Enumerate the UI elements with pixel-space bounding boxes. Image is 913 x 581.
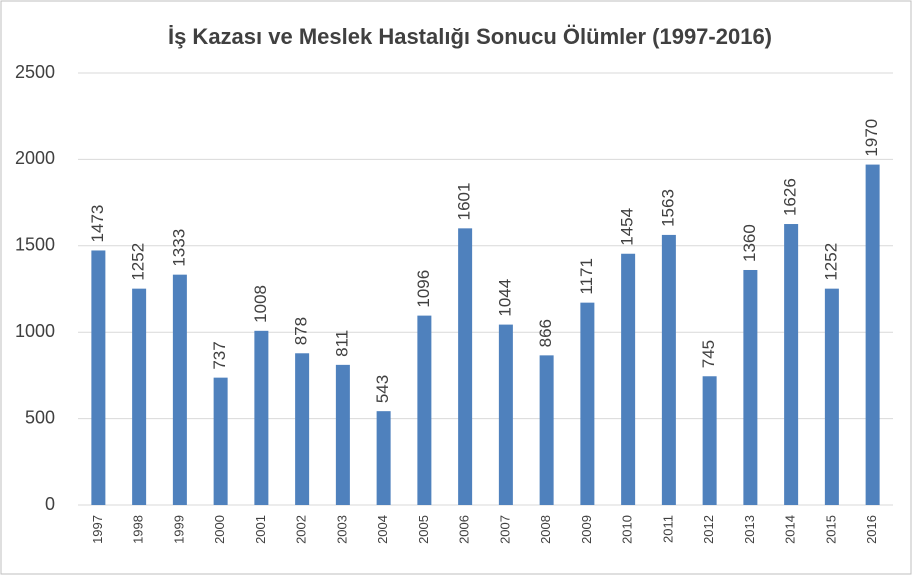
bar: [335, 364, 350, 505]
data-label: 1454: [618, 208, 637, 246]
bar: [213, 377, 228, 505]
data-label: 1096: [414, 270, 433, 308]
x-tick-label: 2010: [620, 515, 635, 544]
bar: [295, 353, 310, 505]
y-tick-label: 2000: [15, 148, 55, 168]
data-label: 866: [536, 319, 555, 347]
bar: [824, 288, 839, 505]
x-tick-label: 2009: [579, 515, 594, 544]
x-tick-label: 2003: [334, 515, 349, 544]
bar: [91, 250, 106, 505]
bar: [132, 288, 147, 505]
x-tick-label: 2001: [253, 515, 268, 544]
data-label: 1563: [658, 189, 677, 227]
bar: [539, 355, 554, 505]
data-label: 1626: [781, 178, 800, 216]
data-label: 811: [332, 330, 351, 357]
x-tick-label: 2012: [701, 515, 716, 544]
bar: [621, 253, 636, 505]
data-label: 1970: [862, 119, 881, 157]
x-tick-label: 2008: [538, 515, 553, 544]
data-label: 1360: [740, 224, 759, 262]
bar: [865, 164, 880, 506]
x-tick-label: 1997: [90, 515, 105, 544]
y-tick-label: 500: [25, 407, 55, 427]
x-tick-label: 2016: [864, 515, 879, 544]
y-tick-label: 1500: [15, 235, 55, 255]
x-tick-label: 2013: [742, 515, 757, 544]
x-tick-label: 2000: [212, 515, 227, 544]
bar: [580, 302, 595, 505]
data-label: 1008: [251, 285, 270, 323]
data-label: 1171: [577, 258, 596, 295]
bar: [172, 274, 187, 505]
data-label: 745: [699, 340, 718, 368]
x-tick-label: 2007: [497, 515, 512, 544]
bar: [743, 269, 758, 505]
y-tick-label: 2500: [15, 62, 55, 82]
x-tick-label: 2014: [783, 515, 798, 544]
data-label: 1252: [129, 243, 148, 281]
x-tick-label: 2004: [375, 515, 390, 544]
x-tick-label: 2005: [416, 515, 431, 544]
y-tick-label: 0: [45, 494, 55, 514]
data-label: 1473: [88, 205, 107, 243]
x-tick-label: 2015: [823, 515, 838, 544]
data-label: 878: [292, 317, 311, 345]
x-tick-label: 2006: [457, 515, 472, 544]
bar: [417, 315, 432, 505]
bar: [376, 411, 391, 505]
bar: [702, 376, 717, 505]
bar: [254, 330, 269, 505]
y-tick-label: 1000: [15, 321, 55, 341]
x-tick-label: 1999: [171, 515, 186, 544]
x-tick-label: 2002: [294, 515, 309, 544]
data-label: 737: [210, 341, 229, 369]
bar: [458, 228, 473, 505]
data-label: 1044: [495, 279, 514, 317]
chart-title: İş Kazası ve Meslek Hastalığı Sonucu Ölü…: [168, 24, 772, 49]
data-label: 1252: [821, 243, 840, 281]
bar: [661, 234, 676, 505]
data-label: 1601: [455, 183, 474, 221]
x-tick-label: 2011: [660, 515, 675, 543]
bar: [498, 324, 513, 505]
x-tick-label: 1998: [131, 515, 146, 544]
data-label: 1333: [169, 229, 188, 267]
bar: [784, 224, 799, 505]
data-label: 543: [373, 375, 392, 403]
